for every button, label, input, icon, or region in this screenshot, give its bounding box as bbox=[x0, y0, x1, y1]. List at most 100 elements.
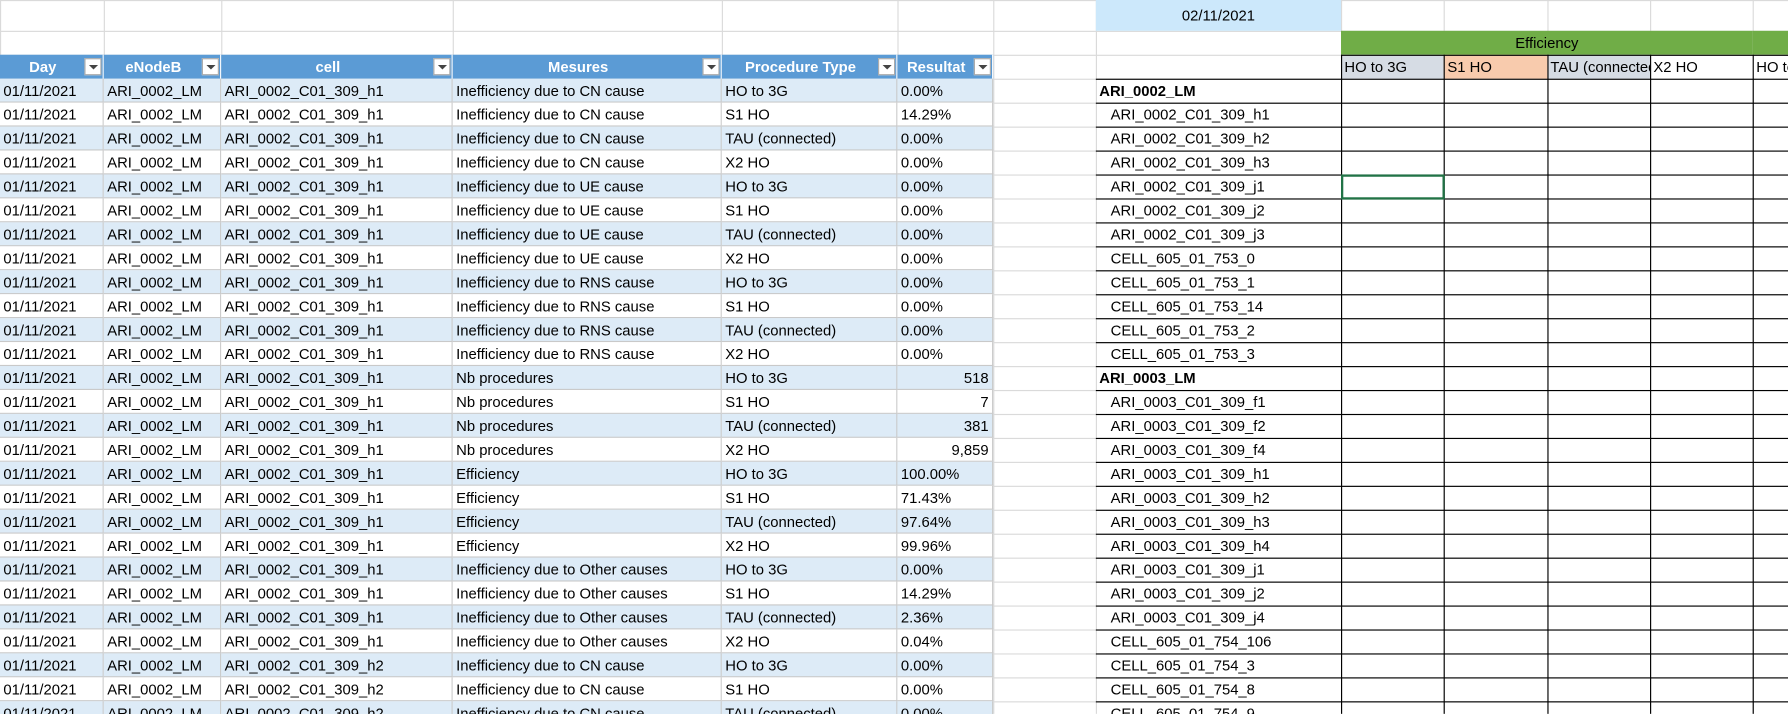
table-cell[interactable]: 01/11/2021 bbox=[0, 605, 104, 630]
table-cell[interactable]: 0.00% bbox=[897, 174, 994, 199]
table-cell[interactable]: S1 HO bbox=[721, 198, 898, 223]
table-cell[interactable]: 01/11/2021 bbox=[0, 557, 104, 582]
table-cell[interactable]: Nb procedures bbox=[452, 389, 722, 414]
table-cell[interactable]: HO to 3G bbox=[721, 174, 898, 199]
table-cell[interactable]: 01/11/2021 bbox=[0, 366, 104, 390]
table-cell[interactable]: ARI_0002_LM bbox=[103, 581, 222, 606]
table-cell[interactable]: X2 HO bbox=[721, 533, 898, 558]
table-cell[interactable]: ARI_0002_LM bbox=[103, 413, 222, 438]
pivot-group-label[interactable]: ARI_0003_LM bbox=[1099, 369, 1196, 387]
table-cell[interactable]: 9,859 bbox=[897, 437, 994, 462]
table-cell[interactable]: 0.00% bbox=[897, 653, 994, 678]
table-cell[interactable]: 518 bbox=[897, 366, 994, 390]
table-cell[interactable]: ARI_0002_C01_309_h1 bbox=[221, 629, 453, 654]
table-cell[interactable]: ARI_0002_C01_309_h2 bbox=[221, 677, 453, 702]
table-cell[interactable]: ARI_0002_LM bbox=[103, 342, 222, 367]
table-cell[interactable]: 0.00% bbox=[897, 677, 994, 702]
table-cell[interactable]: ARI_0002_LM bbox=[103, 629, 222, 654]
table-cell[interactable]: 01/11/2021 bbox=[0, 485, 104, 510]
pivot-row-label[interactable]: ARI_0002_C01_309_h3 bbox=[1110, 153, 1270, 172]
table-cell[interactable]: X2 HO bbox=[721, 629, 898, 654]
table-cell[interactable]: ARI_0002_LM bbox=[103, 174, 222, 199]
table-cell[interactable]: 01/11/2021 bbox=[0, 509, 104, 534]
table-cell[interactable]: Inefficiency due to CN cause bbox=[452, 701, 722, 714]
table-cell[interactable]: 01/11/2021 bbox=[0, 413, 104, 438]
pivot-row-label[interactable]: ARI_0002_C01_309_h2 bbox=[1110, 129, 1270, 148]
table-cell[interactable]: Inefficiency due to Other causes bbox=[452, 605, 722, 630]
table-cell[interactable]: 01/11/2021 bbox=[0, 342, 104, 367]
table-cell[interactable]: Inefficiency due to CN cause bbox=[452, 150, 722, 175]
table-cell[interactable]: 0.00% bbox=[897, 246, 994, 271]
table-cell[interactable]: ARI_0002_C01_309_h1 bbox=[221, 174, 453, 199]
table-cell[interactable]: 0.00% bbox=[897, 126, 994, 151]
table-cell[interactable]: ARI_0002_LM bbox=[103, 150, 222, 175]
table-cell[interactable]: ARI_0002_C01_309_h1 bbox=[221, 605, 453, 630]
table-cell[interactable]: Inefficiency due to UE cause bbox=[452, 222, 722, 247]
table-cell[interactable]: ARI_0002_LM bbox=[103, 78, 222, 103]
filter-button[interactable] bbox=[433, 58, 451, 76]
table-cell[interactable]: S1 HO bbox=[721, 294, 898, 319]
pivot-row-label[interactable]: CELL_605_01_753_3 bbox=[1110, 345, 1255, 363]
table-cell[interactable]: ARI_0002_LM bbox=[103, 294, 222, 319]
table-cell[interactable]: S1 HO bbox=[721, 102, 898, 127]
table-cell[interactable]: 01/11/2021 bbox=[0, 198, 104, 223]
pivot-row-label[interactable]: CELL_605_01_753_2 bbox=[1110, 321, 1255, 339]
table-cell[interactable]: 01/11/2021 bbox=[0, 581, 104, 606]
table-cell[interactable]: TAU (connected) bbox=[721, 413, 898, 438]
pivot-row-label[interactable]: ARI_0002_C01_309_j2 bbox=[1110, 201, 1265, 219]
table-cell[interactable]: 99.96% bbox=[897, 533, 994, 558]
table-cell[interactable]: Inefficiency due to RNS cause bbox=[452, 294, 722, 319]
table-cell[interactable]: ARI_0002_LM bbox=[103, 461, 222, 486]
table-cell[interactable]: X2 HO bbox=[721, 437, 898, 462]
table-cell[interactable]: TAU (connected) bbox=[721, 509, 898, 534]
table-cell[interactable]: 01/11/2021 bbox=[0, 677, 104, 702]
table-cell[interactable]: 0.00% bbox=[897, 318, 994, 343]
table-cell[interactable]: ARI_0002_C01_309_h1 bbox=[221, 509, 453, 534]
pivot-row-label[interactable]: CELL_605_01_754_106 bbox=[1110, 632, 1272, 650]
pivot-row-label[interactable]: CELL_605_01_753_0 bbox=[1110, 249, 1255, 267]
pivot-row-label[interactable]: CELL_605_01_754_9 bbox=[1110, 704, 1255, 714]
pivot-row-label[interactable]: ARI_0002_C01_309_h1 bbox=[1110, 106, 1270, 124]
pivot-row-label[interactable]: ARI_0003_C01_309_j1 bbox=[1110, 561, 1265, 579]
pivot-row-label[interactable]: CELL_605_01_753_1 bbox=[1110, 273, 1255, 291]
table-cell[interactable]: ARI_0002_C01_309_h1 bbox=[221, 78, 453, 103]
pivot-row-label[interactable]: CELL_605_01_753_14 bbox=[1110, 297, 1264, 315]
table-cell[interactable]: ARI_0002_LM bbox=[103, 605, 222, 630]
table-cell[interactable]: ARI_0002_C01_309_h1 bbox=[221, 102, 453, 127]
table-cell[interactable]: HO to 3G bbox=[721, 461, 898, 486]
table-cell[interactable]: ARI_0002_LM bbox=[103, 701, 222, 714]
table-cell[interactable]: Inefficiency due to CN cause bbox=[452, 102, 722, 127]
table-cell[interactable]: HO to 3G bbox=[721, 557, 898, 582]
table-cell[interactable]: 7 bbox=[897, 389, 994, 414]
table-cell[interactable]: ARI_0002_LM bbox=[103, 198, 222, 223]
table-cell[interactable]: ARI_0002_C01_309_h1 bbox=[221, 126, 453, 151]
table-cell[interactable]: 01/11/2021 bbox=[0, 78, 104, 103]
table-cell[interactable]: ARI_0002_C01_309_h1 bbox=[221, 294, 453, 319]
table-cell[interactable]: ARI_0002_LM bbox=[103, 270, 222, 295]
table-cell[interactable]: ARI_0002_C01_309_h1 bbox=[221, 198, 453, 223]
table-cell[interactable]: Efficiency bbox=[452, 485, 722, 510]
table-cell[interactable]: ARI_0002_C01_309_h1 bbox=[221, 342, 453, 367]
table-cell[interactable]: Inefficiency due to RNS cause bbox=[452, 270, 722, 295]
table-cell[interactable]: 01/11/2021 bbox=[0, 270, 104, 295]
pivot-row-label[interactable]: ARI_0003_C01_309_f2 bbox=[1110, 417, 1266, 435]
table-cell[interactable]: TAU (connected) bbox=[721, 126, 898, 151]
table-cell[interactable]: ARI_0002_C01_309_h2 bbox=[221, 653, 453, 678]
table-cell[interactable]: Nb procedures bbox=[452, 437, 722, 462]
table-cell[interactable]: ARI_0002_C01_309_h1 bbox=[221, 437, 453, 462]
pivot-row-label[interactable]: ARI_0003_C01_309_f4 bbox=[1110, 441, 1266, 459]
table-cell[interactable]: TAU (connected) bbox=[721, 318, 898, 343]
table-cell[interactable]: ARI_0002_LM bbox=[103, 366, 222, 390]
table-cell[interactable]: 71.43% bbox=[897, 485, 994, 510]
table-cell[interactable]: TAU (connected) bbox=[721, 222, 898, 247]
table-cell[interactable]: 01/11/2021 bbox=[0, 150, 104, 175]
table-cell[interactable]: ARI_0002_LM bbox=[103, 126, 222, 151]
table-cell[interactable]: 0.00% bbox=[897, 294, 994, 319]
table-cell[interactable]: 01/11/2021 bbox=[0, 246, 104, 271]
pivot-row-label[interactable]: CELL_605_01_754_8 bbox=[1110, 680, 1255, 698]
table-cell[interactable]: HO to 3G bbox=[721, 653, 898, 678]
table-cell[interactable]: 01/11/2021 bbox=[0, 461, 104, 486]
table-cell[interactable]: ARI_0002_C01_309_h1 bbox=[221, 581, 453, 606]
table-cell[interactable]: 01/11/2021 bbox=[0, 222, 104, 247]
table-cell[interactable]: HO to 3G bbox=[721, 78, 898, 103]
